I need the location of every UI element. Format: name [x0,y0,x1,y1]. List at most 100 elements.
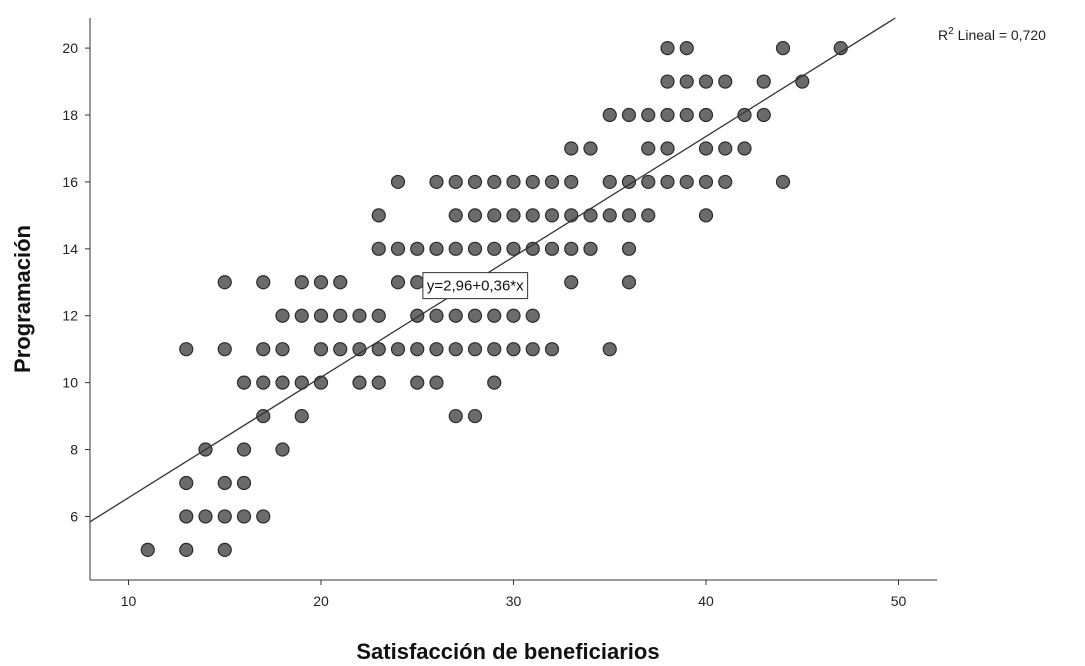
data-point [448,342,463,357]
data-point [429,342,444,357]
data-point [698,107,714,123]
data-point [487,308,502,323]
data-point [756,107,771,123]
regression-line [89,17,896,523]
data-point [525,208,540,223]
data-point [429,174,444,190]
data-point [621,275,637,290]
r2-prefix: R [938,27,948,43]
data-point [718,74,733,89]
data-point [371,241,386,256]
data-point [525,308,540,323]
data-point [371,375,386,390]
data-point [641,141,656,156]
r2-superscript: 2 [948,26,954,37]
data-point [352,375,367,390]
x-axis-title: Satisfacción de beneficiarios [356,639,659,664]
data-point [679,107,694,123]
data-point [544,342,560,357]
data-point [660,74,675,89]
data-point [390,275,406,290]
data-point [467,408,483,424]
data-point [448,174,463,190]
data-point [371,208,386,223]
data-point [487,342,502,357]
data-point [698,74,714,89]
data-point [602,208,617,223]
data-point [487,375,502,390]
data-point [775,41,791,56]
data-point [564,141,579,156]
data-point [698,208,714,223]
data-point [275,442,290,457]
data-point [198,509,213,524]
data-point [698,141,714,156]
y-tick-label: 16 [62,174,78,190]
data-point [602,342,617,357]
data-point [217,342,232,357]
data-point [737,107,752,123]
data-point [487,241,502,256]
data-point [795,74,810,89]
data-point [275,375,290,390]
data-point [467,308,483,323]
data-point [179,475,194,491]
data-point [544,174,560,190]
data-point [313,342,329,357]
y-axis-title: Programación [10,225,35,373]
data-point [698,174,714,190]
x-axis-ticks: 10 20 30 40 50 [121,580,906,609]
data-point [236,475,252,491]
data-point [256,408,271,424]
data-point [371,308,386,323]
data-point [679,41,694,56]
data-point [467,174,483,190]
y-axis-ticks: 6 8 10 12 14 16 18 20 [62,40,90,524]
data-point [256,342,271,357]
data-point [544,241,560,256]
data-point [236,375,252,390]
data-point [410,342,425,357]
y-tick-label: 12 [62,308,78,324]
data-point [679,174,694,190]
x-tick-label: 10 [121,593,137,609]
data-point [737,141,752,156]
data-point [294,308,309,323]
x-tick-label: 30 [506,593,522,609]
data-point [313,275,329,290]
data-point [256,509,271,524]
data-point [487,174,502,190]
data-point [275,308,290,323]
data-point [467,342,483,357]
data-point [410,241,425,256]
data-point [429,241,444,256]
data-point [236,509,252,524]
data-point [621,241,637,256]
data-point [429,375,444,390]
y-tick-label: 14 [62,241,78,257]
data-point [718,141,733,156]
data-point [217,509,232,524]
data-point [294,275,309,290]
data-point [140,542,155,557]
data-point [217,475,232,491]
data-point [313,308,329,323]
data-point [179,542,194,557]
data-point [564,275,579,290]
equation-label: y=2,96+0,36*x [422,272,529,300]
data-point [294,408,309,424]
data-point [525,174,540,190]
data-point [718,174,733,190]
data-point [544,208,560,223]
data-point [621,107,637,123]
data-point [602,174,617,190]
r2-suffix: Lineal = 0,720 [954,27,1046,43]
data-point [275,342,290,357]
y-tick-label: 18 [62,107,78,123]
x-tick-label: 40 [698,593,714,609]
data-point [641,174,656,190]
data-point [641,107,656,123]
data-point [410,375,425,390]
data-point [390,241,406,256]
